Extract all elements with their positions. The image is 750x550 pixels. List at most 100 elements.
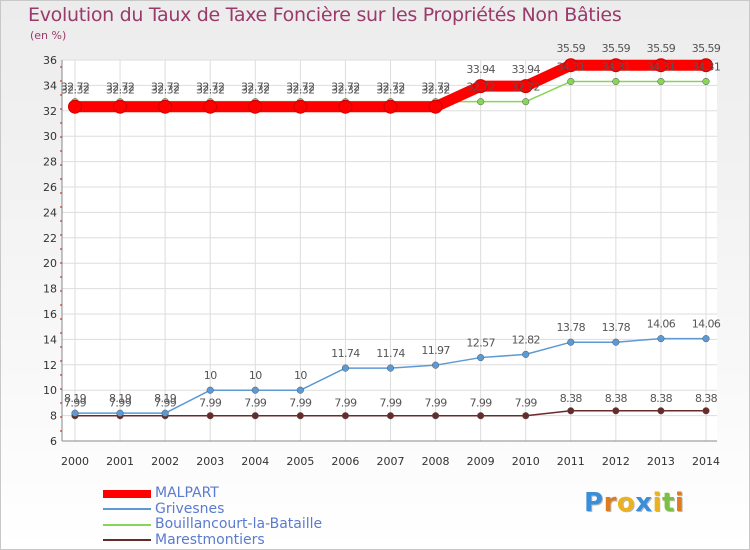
y-tick-label: 18 [43,283,57,296]
data-label: 35.59 [602,42,631,55]
data-label: 32.72 [286,81,315,94]
data-label: 8.19 [64,392,87,405]
data-label: 8.38 [560,392,583,405]
x-tick-label: 2005 [286,455,314,468]
data-point [608,58,623,73]
data-label: 7.99 [64,397,87,410]
data-point [68,99,82,114]
y-axis-unit-label: (en %) [30,29,67,42]
y-tick-label: 14 [43,333,57,346]
data-label: 35.59 [692,42,721,55]
legend-swatch [103,539,151,542]
data-label: 32.32 [421,84,450,97]
data-point [612,338,620,346]
y-tick-label: 32 [43,105,57,118]
logo-letter: i [674,488,685,518]
data-label: 13.78 [557,321,586,334]
data-point [206,386,214,394]
data-label: 7.99 [109,397,132,410]
data-label: 7.99 [379,397,402,410]
data-point [702,335,710,343]
data-point [251,386,259,394]
legend-label: MALPART [155,485,219,502]
data-label: 8.38 [650,392,673,405]
x-tick-label: 2008 [422,455,450,468]
data-point [567,407,575,415]
data-point [563,58,578,73]
legend-item-bouillancourt[interactable]: Bouillancourt-la-Bataille [103,517,322,533]
data-point [338,99,353,114]
data-point [113,99,128,114]
data-label: 35.59 [647,42,676,55]
x-tick-label: 2010 [512,455,540,468]
data-label: 13.78 [602,321,631,334]
y-tick-label: 6 [50,435,57,448]
data-label: 14.06 [647,318,676,331]
data-point [341,364,349,372]
data-point [702,407,710,415]
y-tick-label: 30 [43,130,57,143]
data-label: 7.99 [470,397,493,410]
data-label: 10 [204,369,217,382]
data-label: 8.19 [109,392,132,405]
data-point [518,79,533,94]
plot-area [62,60,717,441]
data-label: 14.06 [692,318,721,331]
data-point [161,409,169,417]
data-label: 32.32 [331,84,360,97]
data-label: 11.97 [421,344,450,357]
legend-item-malpart[interactable]: MALPART [103,486,322,502]
grid-lines [62,59,717,442]
data-point [567,77,575,86]
data-point [477,354,485,362]
data-label: 7.99 [425,397,448,410]
data-point [341,412,349,420]
data-label: 32.32 [196,84,225,97]
data-label: 7.99 [199,397,222,410]
legend: MALPART Grivesnes Bouillancourt-la-Batai… [103,486,322,548]
data-point [71,409,79,417]
data-label: 8.19 [154,392,177,405]
chart-title: Evolution du Taux de Taxe Foncière sur l… [28,4,622,26]
legend-item-grivesnes[interactable]: Grivesnes [103,501,322,518]
data-label: 33.94 [466,63,495,76]
y-tick-label: 28 [43,156,57,169]
data-label: 32.32 [286,84,315,97]
y-tick-label: 20 [43,257,57,270]
data-label: 12.57 [466,337,495,350]
proxiti-logo: Proxiti [584,488,684,518]
x-tick-label: 2003 [196,455,224,468]
data-point [386,364,395,372]
data-label: 35.59 [557,42,586,55]
data-label: 34.31 [692,60,721,73]
data-point [296,412,304,420]
data-point [206,412,214,420]
data-point [473,79,488,94]
data-label: 7.99 [154,397,177,410]
data-labels: 8.19 8.19 8.19 10 10 10 11.74 11.74 11.97 12.57 12… [61,42,722,410]
x-tick-label: 2006 [331,455,359,468]
data-label: 32.72 [241,81,270,94]
data-point [477,98,485,106]
data-label: 11.74 [376,347,405,360]
x-tick-label: 2009 [467,455,495,468]
data-label: 33.94 [511,63,540,76]
legend-item-marestmontiers[interactable]: Marestmontiers [103,532,322,549]
x-tick-label: 2011 [557,455,585,468]
legend-swatch [103,508,151,511]
data-point [612,407,620,415]
data-point [702,77,710,86]
logo-letter: i [652,488,662,518]
x-tick-label: 2001 [106,455,134,468]
data-point [248,99,263,114]
data-point [522,98,530,106]
data-point [158,99,173,114]
logo-letter: P [584,488,604,518]
y-tick-label: 26 [43,181,57,194]
data-label: 8.38 [695,392,718,405]
data-point [477,412,485,420]
data-label: 32.72 [376,81,405,94]
data-label: 32.72 [196,81,225,94]
data-label: 32.72 [331,81,360,94]
